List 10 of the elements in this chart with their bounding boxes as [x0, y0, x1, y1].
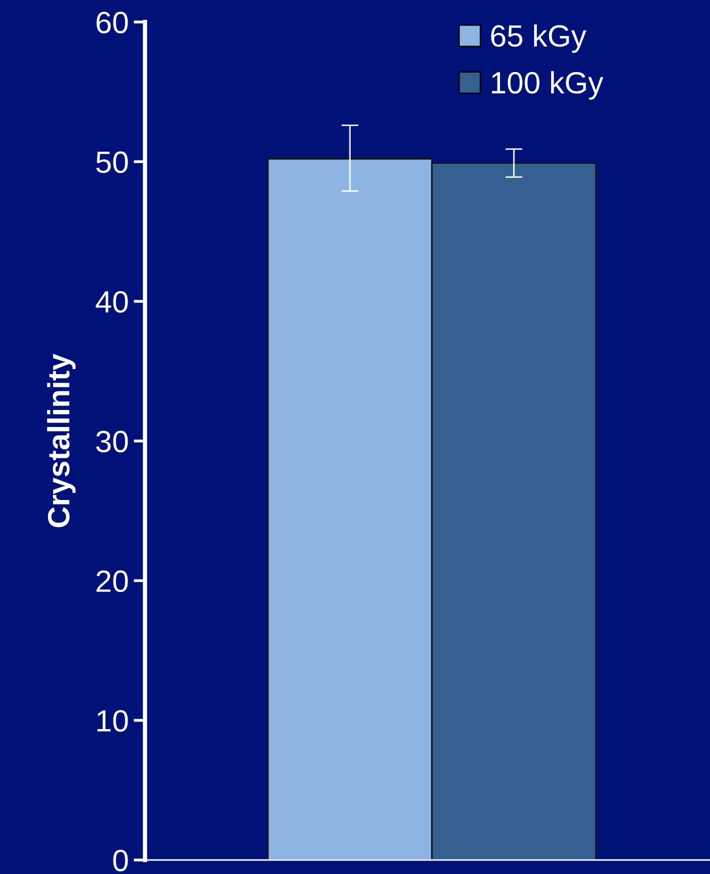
y-tick-label: 30 [96, 430, 128, 452]
y-tick-label: 40 [96, 291, 128, 313]
y-tick-label: 20 [96, 570, 128, 592]
y-tick-label: 10 [97, 710, 128, 732]
legend-label: 65 kGy [491, 24, 586, 53]
y-tick-label: 0 [113, 850, 128, 872]
y-axis-title: Crystallinity [47, 354, 76, 528]
legend-label: 100 kGy [492, 71, 604, 100]
y-tick-label: 60 [96, 12, 128, 34]
y-tick-label: 50 [96, 151, 128, 174]
